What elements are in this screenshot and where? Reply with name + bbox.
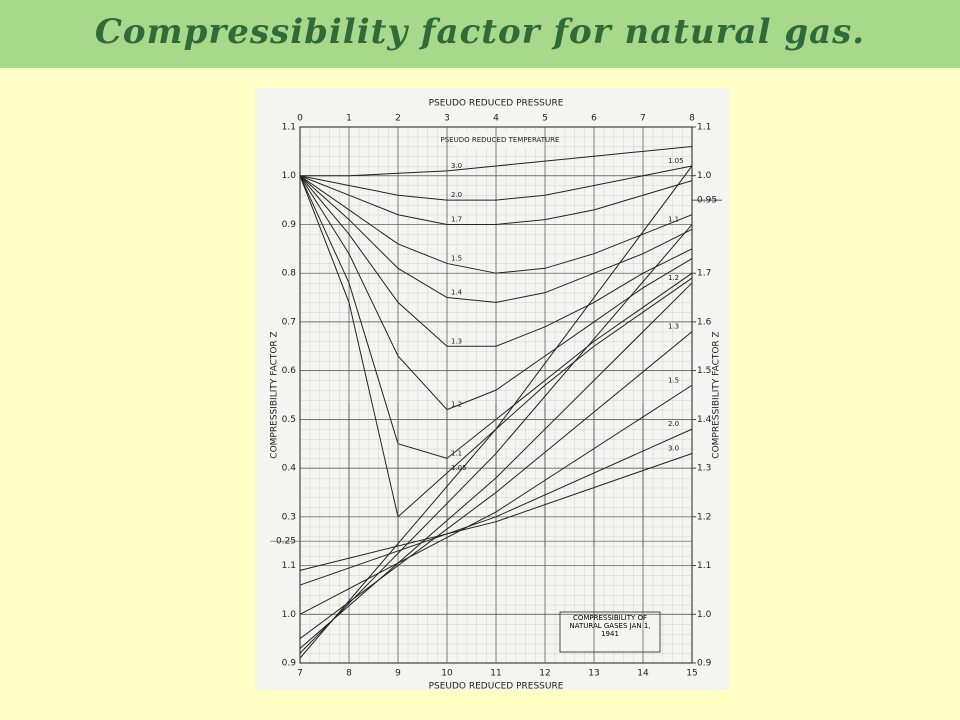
curve: [299, 282, 693, 649]
curve-label: 1.5: [668, 376, 679, 384]
curve: [299, 175, 693, 225]
curve-label: 1.3: [451, 337, 462, 345]
curve-label: 3.0: [451, 162, 462, 170]
curve-label: 1.3: [668, 323, 679, 331]
x-tick-label: 9: [395, 669, 401, 679]
y-tick-label: 0.3: [282, 512, 296, 522]
y-tick-label: 0.6: [282, 366, 297, 376]
x-tick-label: 15: [686, 669, 697, 679]
curve-label: 1.1: [668, 215, 679, 223]
slide-title: Compressibility factor for natural gas.: [94, 12, 866, 52]
y2-tick-label: 1.4: [697, 415, 712, 425]
x-tick-label: 1: [346, 114, 352, 124]
curve: [299, 175, 693, 347]
curve-label: 3.0: [668, 444, 679, 452]
y2-tick-label: 1.5: [697, 366, 711, 376]
curve: [299, 165, 693, 659]
y-tick-label: 1.0: [282, 171, 297, 181]
curve-label: 2.0: [668, 420, 679, 428]
x-tick-label: 0: [297, 114, 303, 124]
y-tick-label: 0.9: [282, 220, 297, 230]
x-tick-label: 7: [640, 114, 646, 124]
curve-label: 1.2: [451, 401, 462, 409]
curve: [300, 145, 693, 177]
curve-label: 1.05: [451, 464, 467, 472]
curve: [299, 453, 693, 571]
top-axis-title: PSEUDO REDUCED PRESSURE: [429, 99, 564, 109]
curve: [299, 165, 693, 201]
x-tick-label: 4: [493, 114, 499, 124]
title-banner: [0, 0, 960, 68]
bottom-axis-title: PSEUDO REDUCED PRESSURE: [429, 682, 564, 692]
y2-tick-label: 1.2: [697, 512, 711, 522]
x-tick-label: 14: [637, 669, 649, 679]
y-tick-label: 1.0: [282, 610, 297, 620]
curve-label: 1.2: [668, 274, 679, 282]
y-tick-label: 0.25: [276, 537, 296, 547]
annotation-holder: COMPRESSIBILITY OF NATURAL GASES JAN 1, …: [569, 614, 651, 638]
curve: [299, 224, 693, 654]
curve: [299, 175, 693, 303]
y2-tick-label: 1.7: [697, 269, 711, 279]
y2-tick-label: 1.1: [697, 561, 711, 571]
y2-tick-label: 1.0: [697, 610, 712, 620]
y-tick-label: 1.1: [282, 561, 296, 571]
y-tick-label: 0.7: [282, 317, 296, 327]
x-tick-label: 10: [441, 669, 453, 679]
curve-label: 1.4: [451, 289, 463, 297]
legend-title-box: [455, 132, 545, 148]
x-tick-label: 13: [588, 669, 599, 679]
curve: [299, 331, 693, 640]
x-tick-label: 6: [591, 114, 597, 124]
x-tick-label: 3: [444, 114, 450, 124]
curve: [299, 428, 693, 586]
x-tick-label: 2: [395, 114, 401, 124]
curve: [299, 384, 693, 615]
right-axis-title: COMPRESSIBILITY FACTOR Z: [712, 331, 722, 458]
curve-label: 1.1: [451, 449, 462, 457]
y2-tick-label: 0.9: [697, 659, 712, 669]
y-tick-label: 0.5: [282, 415, 296, 425]
curve-label: 1.5: [451, 254, 462, 262]
x-tick-label: 12: [539, 669, 550, 679]
x-tick-label: 8: [346, 669, 352, 679]
x-tick-label: 8: [689, 114, 695, 124]
curve-label: 1.7: [451, 215, 462, 223]
y2-tick-label: 1.1: [697, 123, 711, 133]
x-tick-label: 5: [542, 114, 548, 124]
y2-tick-label: 1.0: [697, 171, 712, 181]
x-tick-label: 7: [297, 669, 303, 679]
curve: [299, 175, 693, 411]
curve-label: 2.0: [451, 191, 462, 199]
left-axis-title: COMPRESSIBILITY FACTOR Z: [270, 331, 280, 458]
x-tick-label: 11: [490, 669, 501, 679]
curve-label: 1.05: [668, 157, 684, 165]
y2-tick-label: 1.3: [697, 464, 711, 474]
y2-tick-label: 0.95: [697, 196, 717, 206]
curve: [299, 175, 693, 274]
y-tick-label: 0.4: [282, 464, 297, 474]
annotation: COMPRESSIBILITY OF NATURAL GASES JAN 1, …: [569, 614, 651, 638]
y-tick-label: 1.1: [282, 123, 296, 133]
y-tick-label: 0.8: [282, 269, 297, 279]
y-tick-label: 0.9: [282, 659, 297, 669]
y2-tick-label: 1.6: [697, 317, 712, 327]
legend-title: PSEUDO REDUCED TEMPERATURE: [441, 136, 560, 144]
